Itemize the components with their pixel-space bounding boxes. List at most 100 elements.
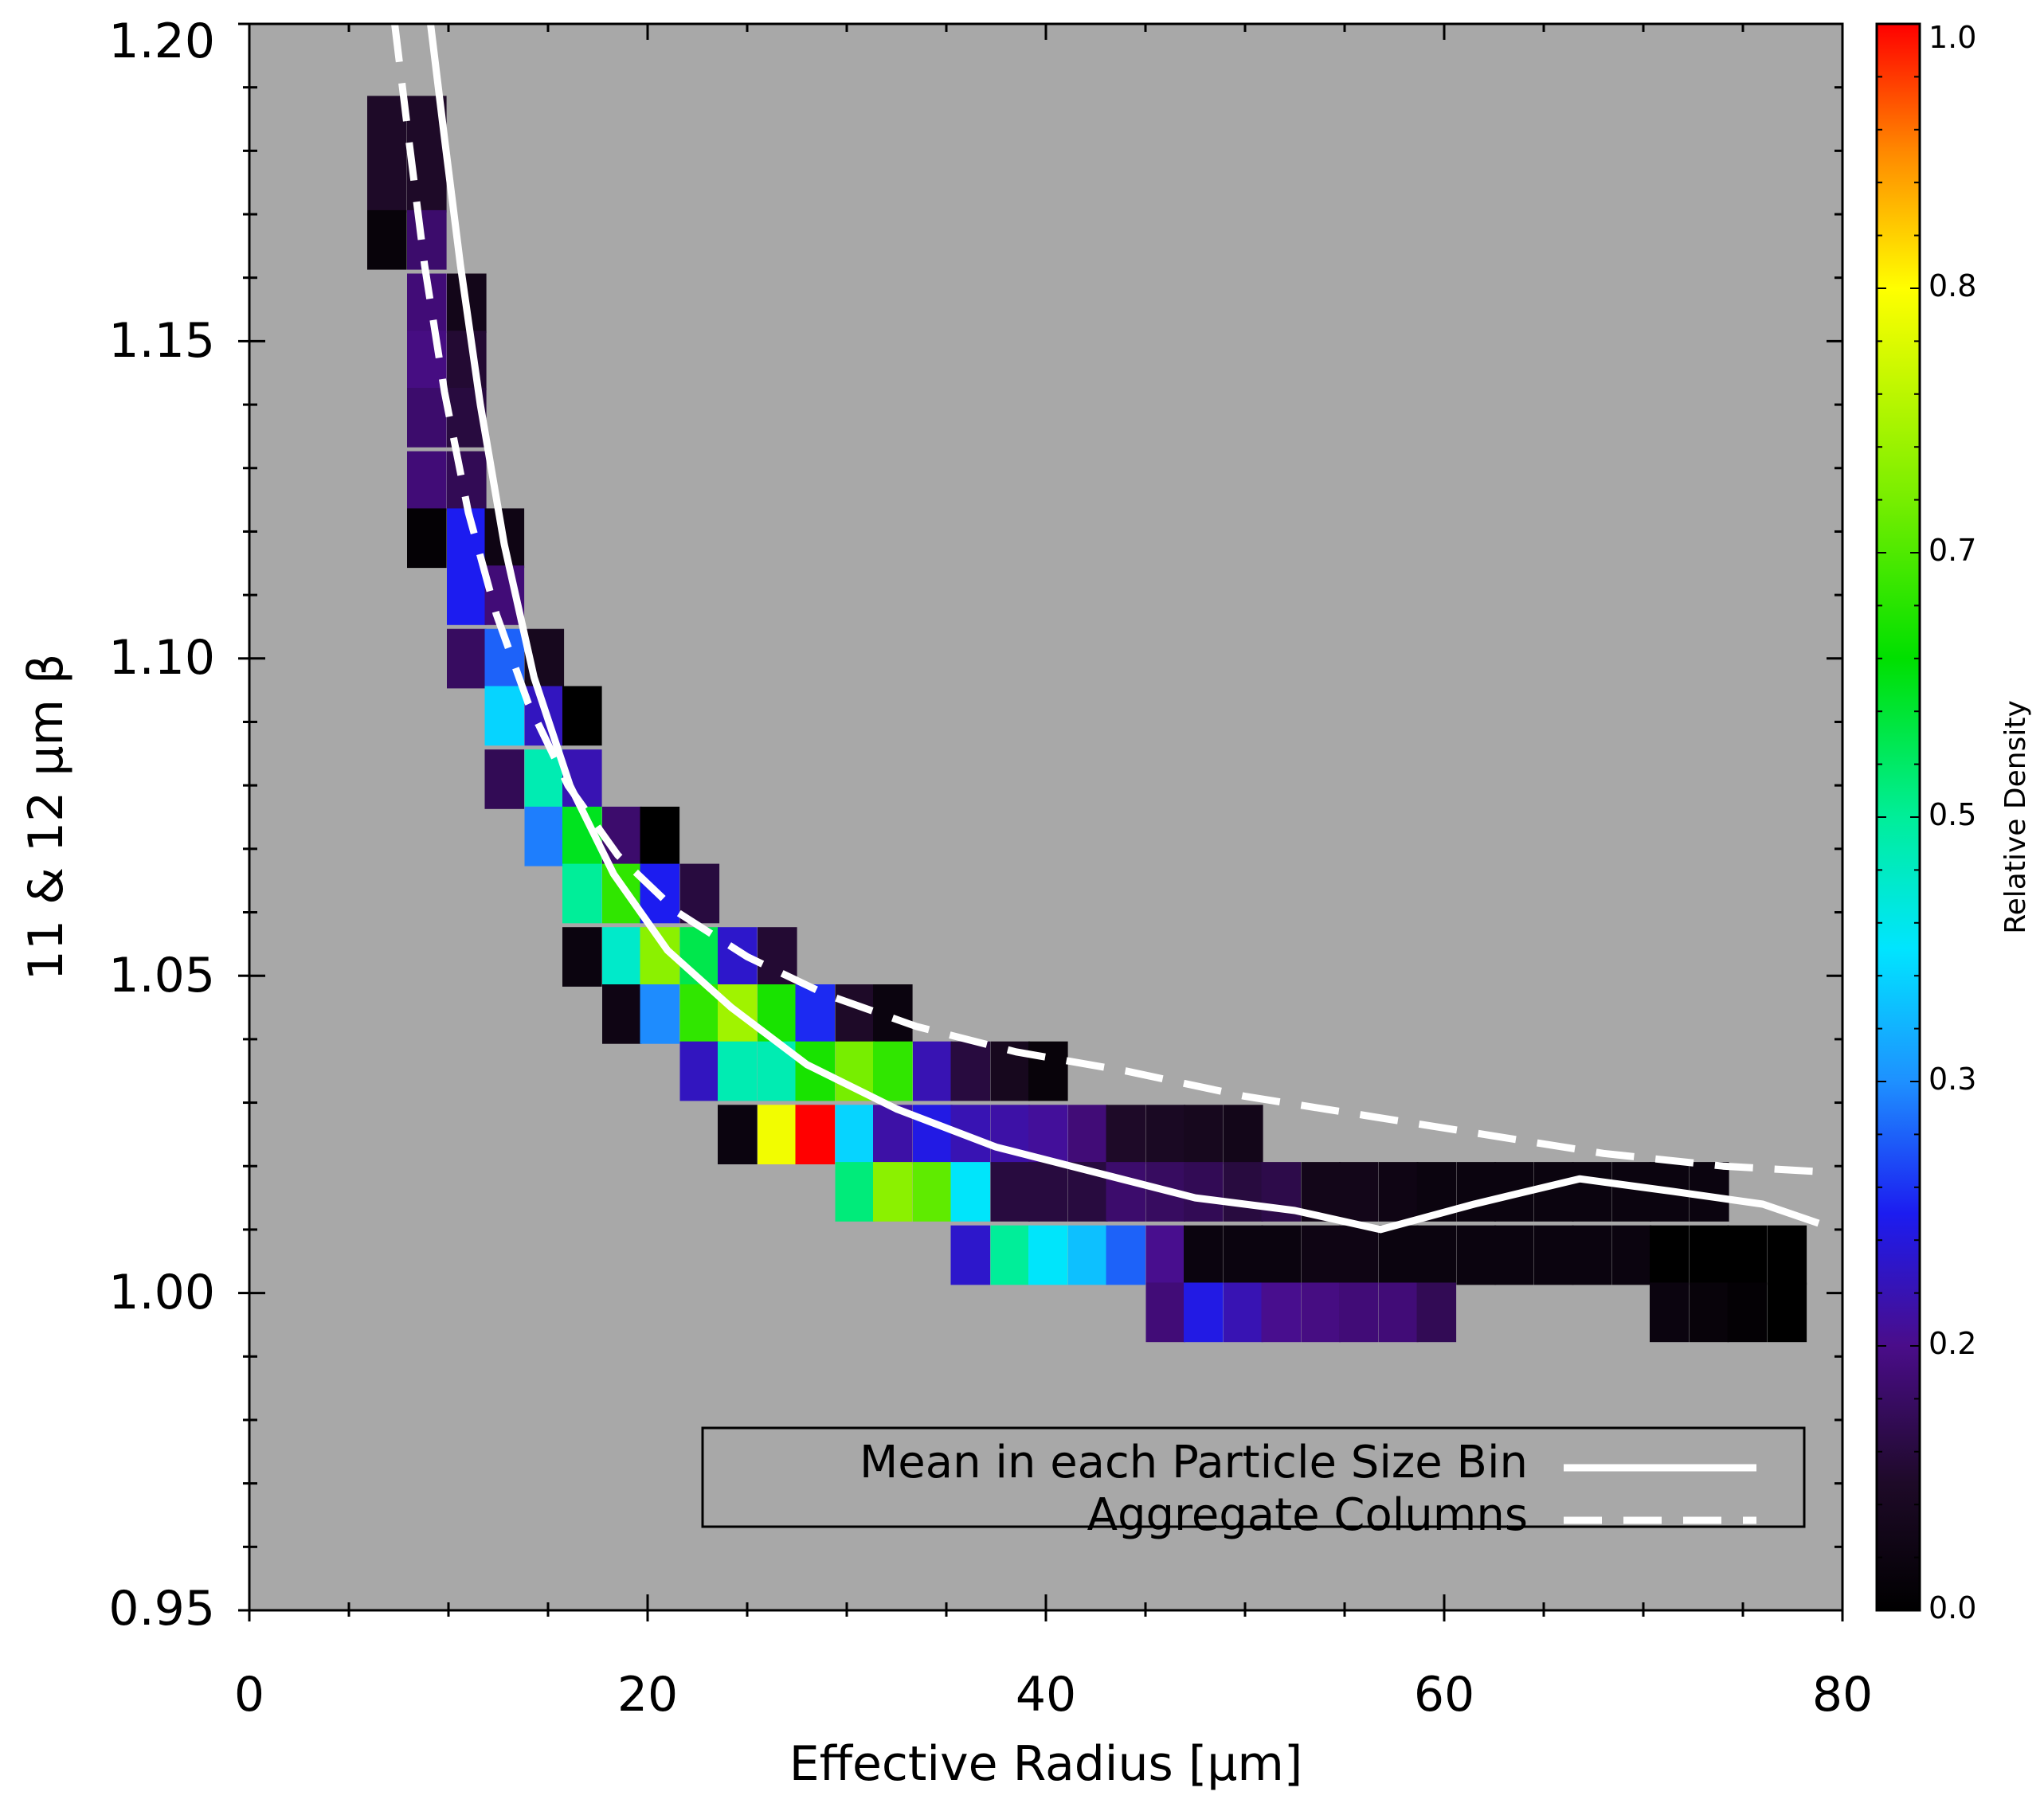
heatmap-cell (484, 749, 525, 809)
heatmap-cell (1224, 1105, 1263, 1164)
heatmap-cell (1028, 1041, 1068, 1101)
heatmap-cell (1224, 1282, 1263, 1343)
heatmap-cell (447, 628, 487, 689)
heatmap-cell (835, 1105, 875, 1164)
heatmap-cell (913, 1162, 953, 1222)
y-tick-label: 1.05 (108, 948, 215, 1003)
heatmap-cell (950, 1225, 991, 1285)
heatmap-cell (1068, 1105, 1108, 1164)
colorbar-ticks (1877, 23, 1920, 1611)
heatmap-cell (1184, 1225, 1224, 1285)
x-tick-label: 0 (234, 1667, 264, 1723)
series-line-mean (427, 24, 1820, 1234)
legend: Mean in each Particle Size Bin Aggregate… (701, 1426, 1806, 1541)
heatmap-cell (524, 806, 565, 866)
heatmap-cell (1379, 1282, 1419, 1343)
x-axis-title: Effective Radius [μm] (789, 1736, 1303, 1792)
heatmap-cell (795, 984, 836, 1044)
heatmap-cell (1339, 1225, 1379, 1285)
heatmap-cell (1572, 1162, 1612, 1222)
heatmap-cell (718, 1105, 758, 1164)
heatmap-cell (758, 1105, 797, 1164)
x-tick-label: 80 (1812, 1667, 1873, 1723)
heatmap-cell (1690, 1225, 1729, 1285)
heatmap-cell (1456, 1162, 1497, 1222)
heatmap-cell (1690, 1282, 1729, 1343)
heatmap-cell (562, 863, 602, 924)
colorbar-tick-label: 0.7 (1928, 533, 1976, 568)
colorbar-tick-label: 0.3 (1928, 1062, 1976, 1097)
legend-label-mean: Mean in each Particle Size Bin (859, 1437, 1528, 1488)
colorbar: 0.0 0.2 0.3 0.5 0.7 0.8 1.0 Relative Den… (1875, 20, 2032, 1625)
series-line-aggregate-columns (391, 24, 1833, 1176)
heatmap-cell (1106, 1105, 1146, 1164)
heatmap-cell (679, 1041, 720, 1101)
heatmap-cell (835, 984, 875, 1044)
heatmap-cell (1650, 1282, 1690, 1343)
heatmap-cell (1145, 1225, 1186, 1285)
heatmap-cell (1145, 1105, 1186, 1164)
y-tick-labels: 0.95 1.00 1.05 1.10 1.15 1.20 (108, 14, 215, 1637)
legend-label-aggregate: Aggregate Columns (1087, 1489, 1528, 1541)
colorbar-tick-label: 0.5 (1928, 797, 1976, 832)
heatmap-cell (990, 1162, 1031, 1222)
axis-ticks (238, 22, 1844, 1621)
colorbar-tick-label: 0.8 (1928, 268, 1976, 303)
heatmap-cell (562, 686, 602, 746)
heatmap-cell (1261, 1225, 1302, 1285)
heatmap-cell (1106, 1162, 1146, 1222)
heatmap-cell (873, 984, 913, 1044)
y-tick-label: 1.20 (108, 14, 215, 69)
heatmap-cell (1572, 1225, 1612, 1285)
heatmap-cell (1301, 1225, 1341, 1285)
heatmap-cell (795, 1105, 836, 1164)
heatmap-cell (990, 1225, 1031, 1285)
y-axis-title: 11 & 12 μm β (18, 654, 74, 981)
heatmap-cell (835, 1162, 875, 1222)
heatmap-cell (1379, 1162, 1419, 1222)
heatmap-cell (873, 1162, 913, 1222)
heatmap-cell (1184, 1282, 1224, 1343)
heatmap-cell (1650, 1225, 1690, 1285)
y-tick-label: 1.10 (108, 630, 215, 686)
heatmap-cell (913, 1041, 953, 1101)
heatmap-cell (484, 686, 525, 746)
heatmap-cell (1494, 1225, 1534, 1285)
y-tick-label: 1.15 (108, 313, 215, 369)
x-tick-label: 20 (617, 1667, 678, 1723)
heatmap-cell (873, 1041, 913, 1101)
heatmap-cell (1416, 1225, 1457, 1285)
heatmap-cell (1611, 1225, 1652, 1285)
heatmap-cell (524, 749, 565, 809)
x-tick-labels: 0 20 40 60 80 (234, 1667, 1873, 1723)
heatmap-cell (1224, 1162, 1263, 1222)
heatmap-cell (1224, 1225, 1263, 1285)
heatmap-cell (1611, 1162, 1652, 1222)
heatmap-cell (407, 508, 447, 569)
heatmap-cell (1184, 1105, 1224, 1164)
colorbar-tick-label: 1.0 (1928, 20, 1976, 55)
heatmap-cell (562, 927, 602, 987)
heatmap-cell (407, 209, 447, 270)
y-tick-label: 0.95 (108, 1581, 215, 1637)
heatmap-cell (1767, 1225, 1807, 1285)
legend-box (701, 1426, 1806, 1528)
heatmap-cell (1727, 1225, 1768, 1285)
colorbar-tick-label: 0.0 (1928, 1590, 1976, 1625)
heatmap-cell (1534, 1225, 1574, 1285)
y-tick-label: 1.00 (108, 1265, 215, 1320)
heatmap-cell (679, 863, 720, 924)
heatmap-cell (602, 984, 642, 1044)
heatmap-cell (950, 1041, 991, 1101)
heatmap-cell (1106, 1225, 1146, 1285)
heatmap-cell (1416, 1282, 1457, 1343)
heatmap-cell (640, 984, 680, 1044)
heatmap-cell (447, 565, 487, 625)
x-tick-label: 60 (1414, 1667, 1474, 1723)
series-lines (391, 24, 1833, 1234)
heatmap-cell (367, 209, 407, 270)
heatmap-cell (407, 451, 447, 511)
x-tick-label: 40 (1016, 1667, 1076, 1723)
heatmap-cell (1767, 1282, 1807, 1343)
heatmap-cell (1184, 1162, 1224, 1222)
